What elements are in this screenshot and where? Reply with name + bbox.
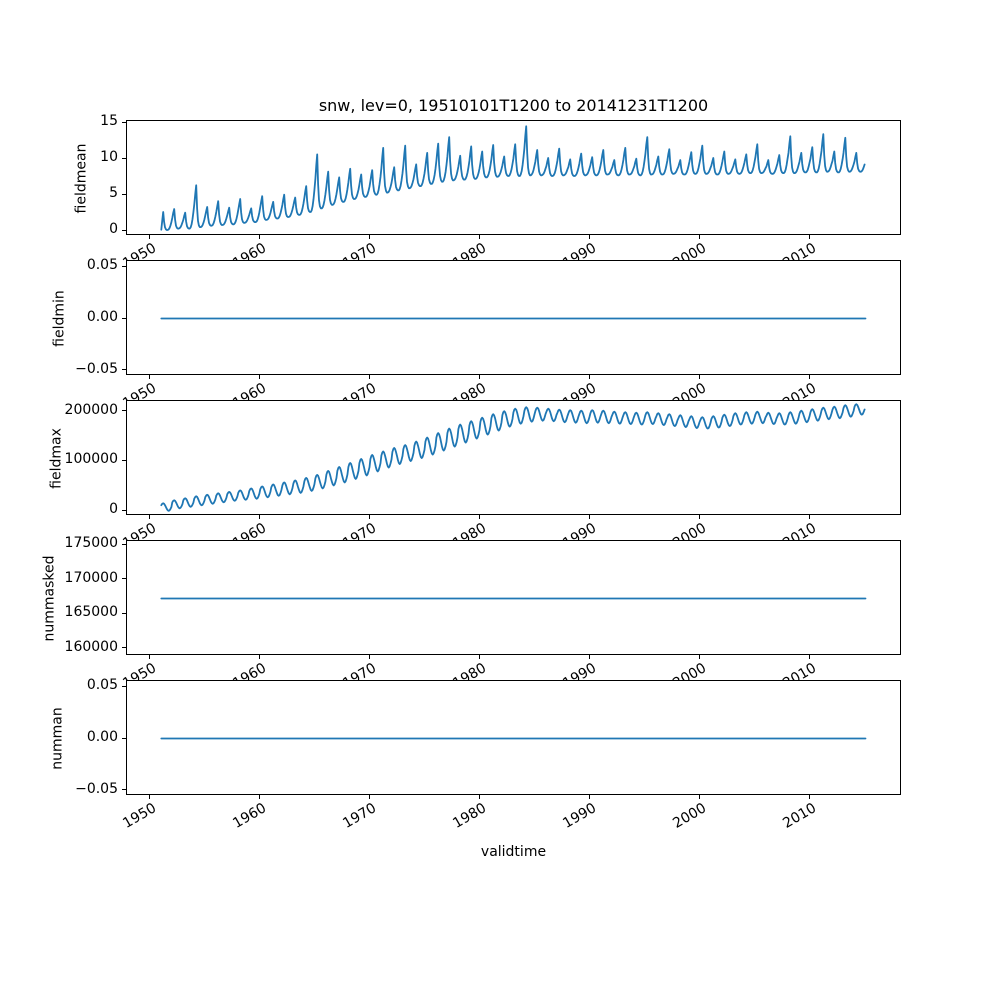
x-tick-mark	[699, 515, 700, 519]
x-tick-label: 1990	[560, 800, 600, 832]
y-tick-mark	[122, 686, 126, 687]
x-tick-mark	[479, 655, 480, 659]
y-tick-mark	[122, 789, 126, 790]
y-tick-label: 165000	[64, 604, 118, 620]
x-tick-mark	[259, 655, 260, 659]
y-tick-mark	[122, 738, 126, 739]
x-tick-mark	[589, 515, 590, 519]
y-axis-label-fieldmean: fieldmean	[73, 143, 90, 213]
x-tick-mark	[479, 515, 480, 519]
fieldmean-axes-box	[126, 120, 901, 235]
y-axis-label-numman: numman	[49, 706, 66, 770]
x-tick-mark	[259, 235, 260, 239]
x-tick-mark	[149, 515, 150, 519]
nummasked-axes-box	[126, 540, 901, 655]
x-tick-label: 1950	[120, 800, 160, 832]
y-tick-mark	[122, 318, 126, 319]
y-axis-label-fieldmin: fieldmin	[51, 289, 68, 347]
x-tick-mark	[149, 655, 150, 659]
fieldmean-plot-canvas	[160, 125, 866, 231]
y-tick-label: 0	[109, 221, 118, 237]
fieldmin-plot-canvas	[160, 317, 867, 320]
y-tick-label: −0.05	[75, 781, 118, 797]
x-tick-mark	[699, 375, 700, 379]
y-tick-mark	[122, 647, 126, 648]
y-tick-label: 0.00	[86, 729, 118, 745]
x-tick-mark	[809, 375, 810, 379]
y-tick-label: 160000	[64, 639, 118, 655]
y-tick-mark	[122, 578, 126, 579]
x-tick-mark	[809, 235, 810, 239]
y-tick-label: 0.05	[86, 677, 118, 693]
x-tick-label: 1970	[340, 800, 380, 832]
y-tick-mark	[122, 158, 126, 159]
x-tick-mark	[809, 655, 810, 659]
x-tick-label: 2010	[780, 800, 820, 832]
x-tick-label: 2000	[670, 800, 710, 832]
y-tick-label: 0.05	[86, 257, 118, 273]
y-axis-label-nummasked: nummasked	[41, 555, 58, 642]
y-tick-mark	[122, 266, 126, 267]
y-tick-label: 0	[109, 501, 118, 517]
x-tick-mark	[479, 235, 480, 239]
y-tick-label: 15	[100, 113, 118, 129]
fieldmin-axes-box	[126, 260, 901, 375]
x-tick-mark	[369, 235, 370, 239]
x-tick-label: 1980	[450, 800, 490, 832]
x-tick-mark	[699, 235, 700, 239]
y-tick-mark	[122, 369, 126, 370]
y-tick-label: 10	[100, 149, 118, 165]
series-line-fieldmax	[160, 403, 866, 512]
nummasked-plot-canvas	[160, 597, 867, 600]
x-tick-mark	[589, 655, 590, 659]
x-tick-mark	[589, 795, 590, 799]
x-tick-mark	[259, 375, 260, 379]
x-tick-mark	[809, 515, 810, 519]
x-axis-label: validtime	[480, 844, 547, 860]
y-tick-label: 175000	[64, 535, 118, 551]
x-tick-mark	[369, 795, 370, 799]
y-tick-mark	[122, 230, 126, 231]
y-tick-label: 170000	[64, 570, 118, 586]
y-tick-label: 200000	[64, 402, 118, 418]
y-tick-label: 5	[109, 185, 118, 201]
numman-axes-box	[126, 680, 901, 795]
x-tick-mark	[589, 375, 590, 379]
x-tick-mark	[149, 795, 150, 799]
x-tick-mark	[369, 515, 370, 519]
y-tick-mark	[122, 544, 126, 545]
y-tick-mark	[122, 410, 126, 411]
x-tick-mark	[369, 375, 370, 379]
x-tick-mark	[479, 375, 480, 379]
x-tick-mark	[699, 655, 700, 659]
x-tick-mark	[589, 235, 590, 239]
y-tick-mark	[122, 122, 126, 123]
y-tick-mark	[122, 510, 126, 511]
y-tick-mark	[122, 613, 126, 614]
x-tick-mark	[479, 795, 480, 799]
chart-title: snw, lev=0, 19510101T1200 to 20141231T12…	[318, 96, 709, 115]
y-tick-label: 100000	[64, 451, 118, 467]
x-tick-mark	[699, 795, 700, 799]
x-tick-label: 1960	[230, 800, 270, 832]
x-tick-mark	[809, 795, 810, 799]
fieldmax-plot-canvas	[160, 403, 866, 512]
y-tick-label: −0.05	[75, 361, 118, 377]
x-tick-mark	[259, 515, 260, 519]
fieldmax-axes-box	[126, 400, 901, 515]
y-tick-mark	[122, 194, 126, 195]
series-line-fieldmean	[160, 125, 866, 231]
x-tick-mark	[259, 795, 260, 799]
x-tick-mark	[369, 655, 370, 659]
y-tick-mark	[122, 460, 126, 461]
y-tick-label: 0.00	[86, 309, 118, 325]
y-axis-label-fieldmax: fieldmax	[48, 427, 65, 489]
x-tick-mark	[149, 375, 150, 379]
x-tick-mark	[149, 235, 150, 239]
numman-plot-canvas	[160, 737, 867, 740]
